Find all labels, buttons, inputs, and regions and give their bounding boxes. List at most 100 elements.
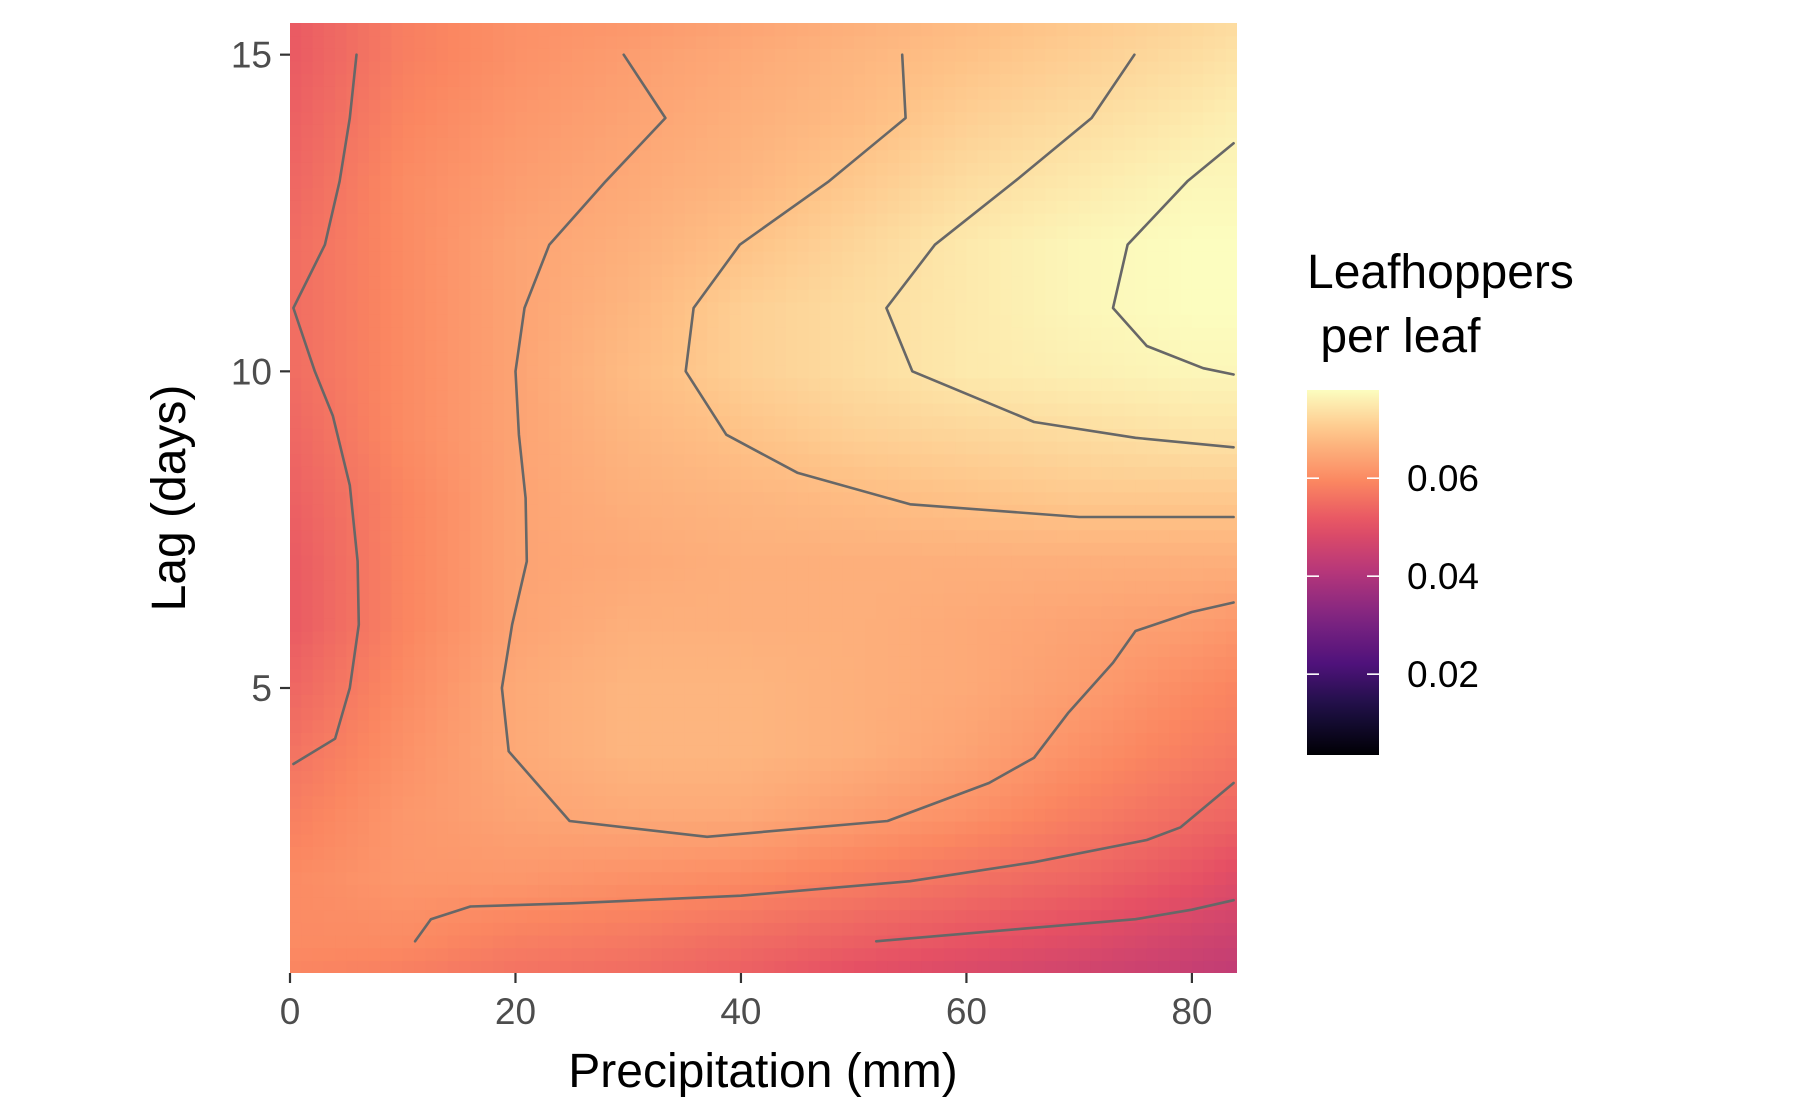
heat-cell: [1022, 593, 1035, 607]
heat-cell: [695, 225, 708, 239]
heat-cell: [414, 719, 426, 733]
heat-cell: [819, 225, 832, 239]
heat-cell: [876, 517, 889, 531]
heat-cell: [380, 846, 393, 860]
heat-cell: [323, 453, 336, 467]
heat-cell: [707, 555, 719, 569]
heat-cell: [876, 745, 889, 759]
heat-cell: [786, 757, 798, 771]
heat-cell: [1191, 251, 1204, 265]
heat-cell: [335, 466, 347, 480]
heat-cell: [876, 593, 889, 607]
heat-cell: [842, 365, 855, 379]
heat-cell: [876, 884, 889, 898]
heat-cell: [583, 871, 595, 885]
heat-cell: [447, 884, 460, 898]
heat-cell: [346, 707, 359, 721]
heat-cell: [966, 947, 979, 961]
heat-cell: [774, 719, 787, 733]
heat-cell: [1056, 479, 1069, 493]
heat-cell: [323, 377, 336, 391]
heat-cell: [718, 707, 731, 721]
heat-cell: [1191, 833, 1204, 847]
heat-cell: [504, 415, 517, 429]
heat-cell: [391, 922, 404, 936]
heat-cell: [1067, 377, 1080, 391]
heat-cell: [910, 909, 922, 923]
heat-cell: [571, 377, 584, 391]
heat-cell: [1056, 580, 1069, 594]
heat-cell: [921, 365, 934, 379]
heat-cell: [887, 871, 900, 885]
heat-cell: [898, 504, 911, 518]
heat-cell: [966, 466, 979, 480]
heat-cell: [549, 593, 562, 607]
heat-cell: [1112, 593, 1125, 607]
heat-cell: [538, 415, 550, 429]
heat-cell: [335, 314, 347, 328]
heat-cell: [774, 605, 787, 619]
heat-cell: [515, 783, 528, 797]
heat-cell: [752, 922, 765, 936]
heat-cell: [1056, 694, 1069, 708]
heat-cell: [662, 504, 674, 518]
heat-cell: [323, 567, 336, 581]
heat-cell: [797, 339, 810, 353]
heat-cell: [1180, 479, 1193, 493]
heat-cell: [684, 871, 697, 885]
heat-cell: [357, 377, 370, 391]
heat-cell: [695, 605, 708, 619]
heat-cell: [1056, 390, 1069, 404]
heat-cell: [639, 327, 652, 341]
heat-cell: [436, 479, 449, 493]
heat-cell: [492, 707, 505, 721]
heat-cell: [436, 770, 449, 784]
heat-cell: [594, 555, 607, 569]
heat-cell: [853, 757, 866, 771]
heat-cell: [819, 643, 832, 657]
heat-cell: [346, 605, 359, 619]
heat-cell: [1067, 770, 1080, 784]
heat-cell: [876, 770, 889, 784]
heat-cell: [571, 593, 584, 607]
heat-cell: [662, 428, 674, 442]
heat-cell: [515, 947, 528, 961]
heat-cell: [391, 593, 404, 607]
heat-cell: [1214, 947, 1227, 961]
heat-cell: [718, 922, 731, 936]
heat-cell: [1034, 821, 1046, 835]
heat-cell: [808, 871, 821, 885]
heat-cell: [1011, 314, 1024, 328]
heat-cell: [740, 605, 753, 619]
heat-cell: [380, 745, 393, 759]
heat-cell: [470, 821, 483, 835]
heat-cell: [605, 289, 618, 303]
heat-cell: [910, 947, 922, 961]
heat-cell: [560, 251, 573, 265]
heat-cell: [515, 605, 528, 619]
heat-cell: [1022, 808, 1035, 822]
heat-cell: [932, 453, 945, 467]
heat-cell: [797, 745, 810, 759]
heat-cell: [729, 808, 742, 822]
heat-cell: [549, 808, 562, 822]
heat-cell: [684, 846, 697, 860]
heat-cell: [786, 251, 798, 265]
heat-cell: [853, 403, 866, 417]
heat-cell: [301, 567, 314, 581]
heat-cell: [380, 884, 393, 898]
heat-cell: [436, 745, 449, 759]
heat-cell: [1180, 403, 1193, 417]
heat-cell: [368, 783, 381, 797]
heat-cell: [1079, 251, 1092, 265]
heat-cell: [853, 871, 866, 885]
heat-cell: [301, 580, 314, 594]
heat-cell: [650, 770, 663, 784]
heat-cell: [380, 517, 393, 531]
heat-cell: [335, 491, 347, 505]
heat-cell: [571, 795, 584, 809]
heat-cell: [425, 213, 438, 227]
heat-cell: [459, 846, 471, 860]
heat-cell: [921, 504, 934, 518]
heat-cell: [673, 669, 686, 683]
